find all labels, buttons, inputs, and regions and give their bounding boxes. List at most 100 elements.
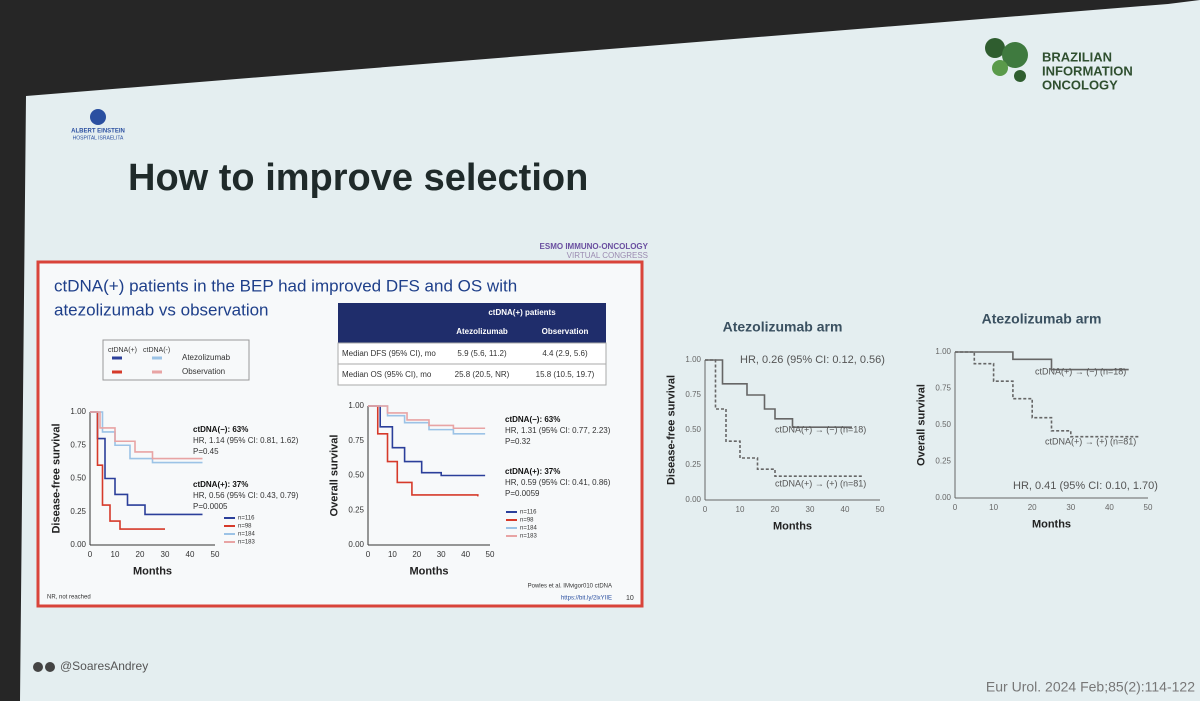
chart-title: Atezolizumab arm [723,319,843,335]
x-tick-label: 10 [111,550,120,559]
x-tick-label: 40 [461,550,470,559]
n-label: n=116 [238,516,255,522]
y-tick-label: 0.00 [935,493,951,502]
y-tick-label: 0.25 [348,505,364,514]
y-tick-label: 0.50 [70,474,86,483]
hazard-ratio: HR, 0.41 (95% CI: 0.10, 1.70) [1013,480,1158,492]
y-tick-label: 0.75 [348,436,364,445]
legend-header: ctDNA(+) [108,347,137,354]
x-tick-label: 0 [953,503,958,512]
annotation: P=0.0059 [505,489,540,498]
chart-title: Atezolizumab arm [982,311,1102,327]
footnote: NR, not reached [47,595,91,601]
x-tick-label: 30 [806,505,815,514]
y-tick-label: 1.00 [685,355,701,364]
annotation-title: ctDNA(+): 37% [505,467,560,476]
y-tick-label: 0.50 [685,425,701,434]
n-label: n=116 [520,510,537,516]
annotation: HR, 1.14 (95% CI: 0.81, 1.62) [193,436,299,445]
table-cell: 5.9 (5.6, 11.2) [457,349,507,358]
y-axis-label: Disease-free survival [666,375,678,485]
x-axis-label: Months [1032,519,1071,531]
annotation: HR, 0.59 (95% CI: 0.41, 0.86) [505,478,611,487]
table-cell: 15.8 (10.5, 19.7) [536,370,595,379]
x-tick-label: 40 [841,505,850,514]
table-column: Observation [542,327,589,336]
x-tick-label: 50 [876,505,885,514]
x-tick-label: 50 [1144,503,1153,512]
x-tick-label: 30 [161,550,170,559]
congress-header: ESMO IMMUNO-ONCOLOGY [540,242,649,251]
table-header-bg [338,303,606,343]
survival-curve [90,411,165,530]
y-tick-label: 1.00 [348,401,364,410]
citation: Eur Urol. 2024 Feb;85(2):114-122 [986,679,1195,695]
y-axis-label: Overall survival [916,384,928,466]
hazard-ratio: HR, 0.26 (95% CI: 0.12, 0.56) [740,354,885,366]
annotation-title: ctDNA(−): 63% [505,415,560,424]
legend-label: Observation [182,367,225,376]
y-tick-label: 1.00 [935,347,951,356]
x-tick-label: 20 [1028,503,1037,512]
social-icon [33,662,43,672]
x-tick-label: 10 [388,550,397,559]
x-tick-label: 40 [1105,503,1114,512]
survival-curve [90,411,203,460]
table-cell: Median OS (95% CI), mo [342,370,432,379]
x-tick-label: 20 [136,550,145,559]
x-tick-label: 20 [771,505,780,514]
x-tick-label: 40 [186,550,195,559]
annotation: P=0.32 [505,437,531,446]
n-label: n=183 [238,540,256,546]
y-tick-label: 0.75 [935,384,951,393]
social-icon [45,662,55,672]
x-axis-label: Months [773,521,812,533]
reference: Powles et al. IMvigor010 ctDNA [528,584,612,590]
annotation-title: ctDNA(−): 63% [193,425,248,434]
legend-header: ctDNA(-) [143,347,170,354]
y-axis-label: Disease-free survival [51,423,63,533]
logo-text: ALBERT EINSTEIN [71,129,125,135]
logo-text: HOSPITAL ISRAELITA [73,135,124,141]
x-tick-label: 20 [412,550,421,559]
congress-subheader: VIRTUAL CONGRESS [567,251,648,260]
annotation: HR, 0.56 (95% CI: 0.43, 0.79) [193,491,299,500]
n-label: n=184 [520,526,538,532]
legend-box [102,339,250,381]
table-column: Atezolizumab [456,327,508,336]
y-axis-label: Overall survival [329,435,341,517]
y-tick-label: 0.25 [685,460,701,469]
x-tick-label: 10 [989,503,998,512]
curve-label: ctDNA(+) → (−) (n=18) [1035,366,1126,376]
survival-curve [368,405,479,497]
n-label: n=183 [520,534,538,540]
y-tick-label: 0.75 [70,440,86,449]
n-label: n=184 [238,532,256,538]
y-tick-label: 1.00 [70,407,86,416]
annotation: P=0.0005 [193,502,228,511]
curve-label: ctDNA(+) → (+) (n=81) [1045,436,1136,446]
annotation-title: ctDNA(+): 37% [193,480,248,489]
y-tick-label: 0.25 [70,507,86,516]
y-tick-label: 0.50 [935,420,951,429]
handle: @SoaresAndrey [60,659,148,673]
x-axis-label: Months [409,566,448,578]
legend-label: Atezolizumab [182,353,231,362]
survival-curve [955,351,1129,371]
table-cell: 4.4 (2.9, 5.6) [542,349,588,358]
table-cell: 25.8 (20.5, NR) [455,370,510,379]
y-tick-label: 0.75 [685,390,701,399]
n-label: n=98 [520,518,534,524]
annotation: P=0.45 [193,447,219,456]
n-label: n=98 [238,524,252,530]
logo-icon [90,109,106,125]
survival-curve [705,359,863,477]
survival-curve [368,405,486,477]
x-tick-label: 0 [88,550,93,559]
y-tick-label: 0.50 [348,471,364,480]
x-tick-label: 30 [1066,503,1075,512]
y-tick-label: 0.25 [935,457,951,466]
slide-title: How to improve selection [128,157,588,199]
table-group-header: ctDNA(+) patients [488,308,556,317]
survival-curve [90,411,203,464]
